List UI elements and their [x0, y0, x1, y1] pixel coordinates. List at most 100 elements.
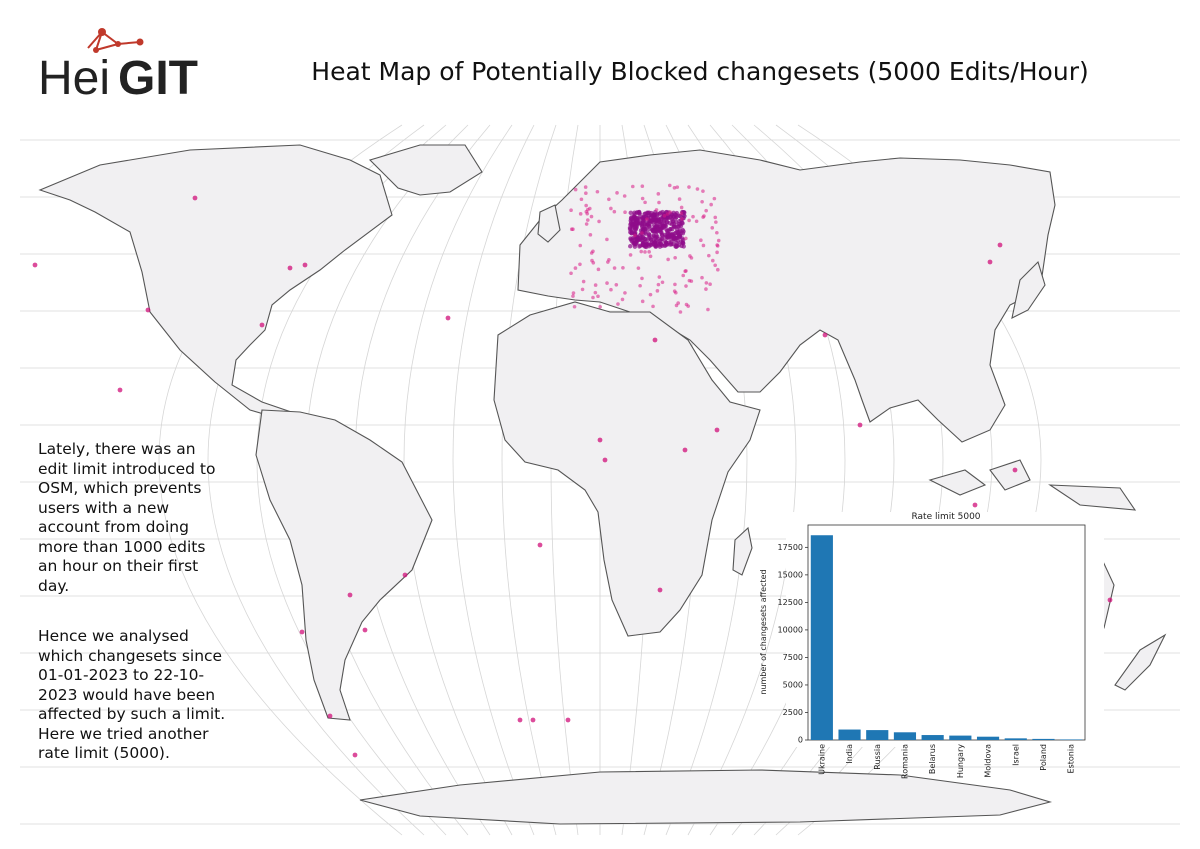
heat-point: [680, 236, 685, 241]
x-tick-label: India: [845, 744, 854, 764]
heat-point: [578, 262, 582, 267]
heat-point: [650, 228, 656, 234]
bar-chart: Rate limit 5000 number of changesets aff…: [759, 512, 1104, 779]
bar: [810, 535, 833, 740]
plot-frame: [807, 524, 1086, 741]
heat-point: [287, 265, 293, 271]
x-tick-label: Russia: [873, 744, 882, 770]
heat-point: [651, 304, 655, 309]
heat-point: [684, 302, 689, 307]
heat-point: [677, 197, 682, 201]
bar: [1032, 738, 1055, 740]
heat-point: [634, 210, 640, 215]
heat-point: [643, 211, 648, 216]
bar: [838, 729, 861, 740]
heat-point: [635, 218, 640, 224]
heat-point: [645, 217, 649, 221]
heat-point: [673, 224, 678, 229]
heat-point: [628, 253, 633, 257]
heat-point: [657, 275, 662, 279]
heat-point: [657, 226, 663, 232]
heat-point: [565, 717, 571, 723]
heat-points: [32, 183, 1113, 758]
bar: [866, 730, 889, 740]
heat-point: [569, 271, 573, 276]
heat-point: [579, 197, 584, 202]
heat-point: [595, 189, 600, 194]
heat-point: [683, 269, 687, 274]
heat-point: [591, 295, 595, 300]
heat-point: [660, 209, 665, 215]
heat-point: [716, 238, 721, 243]
x-tick-label: Estonia: [1067, 744, 1076, 774]
heat-point: [668, 210, 672, 214]
heat-point: [596, 294, 600, 299]
heat-point: [704, 281, 709, 285]
heat-point: [597, 437, 603, 443]
heat-point: [713, 215, 718, 220]
heat-point: [640, 231, 644, 235]
heat-point: [713, 263, 718, 268]
heat-point: [687, 218, 691, 223]
heat-point: [615, 191, 619, 195]
north-america: [38, 144, 393, 421]
heat-point: [715, 244, 720, 248]
heat-point: [647, 250, 651, 254]
x-tick-label: Moldova: [984, 744, 993, 778]
heat-point: [667, 183, 672, 188]
heat-point: [591, 260, 596, 265]
heat-point: [612, 209, 617, 214]
x-tick-label: Ukraine: [817, 744, 826, 775]
heat-point: [643, 250, 647, 254]
heat-point: [633, 242, 638, 247]
heat-point: [665, 235, 670, 240]
heat-point: [596, 267, 601, 272]
heat-point: [694, 219, 699, 224]
heat-point: [653, 217, 658, 223]
heat-point: [517, 717, 523, 723]
heat-point: [680, 217, 684, 221]
heat-point: [607, 197, 611, 202]
africa: [493, 301, 761, 637]
heat-point: [362, 627, 368, 633]
heat-point: [701, 215, 705, 219]
heat-point: [710, 258, 715, 263]
logo: Hei GIT: [38, 28, 198, 105]
heat-point: [145, 307, 151, 313]
heat-point: [605, 237, 609, 242]
heat-point: [593, 290, 598, 295]
heat-point: [673, 282, 677, 287]
indonesia: [928, 459, 1137, 511]
heat-point: [645, 227, 651, 233]
y-tick-label: 5000: [783, 680, 803, 689]
heat-point: [688, 254, 692, 258]
heat-point: [629, 221, 634, 227]
heat-point: [691, 214, 695, 219]
heat-point: [589, 251, 594, 255]
bar: [949, 735, 972, 740]
logo-node: [93, 47, 99, 53]
bar: [1004, 738, 1027, 740]
logo-text: Hei: [38, 52, 110, 105]
heat-point: [672, 289, 677, 293]
meridian: [501, 124, 557, 836]
heat-point: [671, 210, 676, 216]
heat-point: [679, 205, 684, 210]
madagascar: [732, 526, 753, 576]
heat-point: [32, 262, 38, 268]
heat-point: [714, 427, 720, 433]
heat-point: [648, 254, 653, 259]
heat-point: [670, 232, 675, 237]
heat-point: [630, 184, 635, 189]
new-zealand: [1114, 633, 1167, 691]
heat-point: [573, 187, 578, 192]
heat-point: [695, 187, 700, 191]
heat-point: [659, 236, 664, 241]
heat-point: [588, 233, 593, 237]
heat-point: [638, 283, 642, 288]
heat-point: [660, 280, 665, 285]
heat-point: [655, 289, 660, 293]
y-tick-label: 12500: [778, 598, 803, 607]
x-tick-label: Hungary: [956, 744, 965, 778]
heat-point: [1012, 467, 1018, 473]
